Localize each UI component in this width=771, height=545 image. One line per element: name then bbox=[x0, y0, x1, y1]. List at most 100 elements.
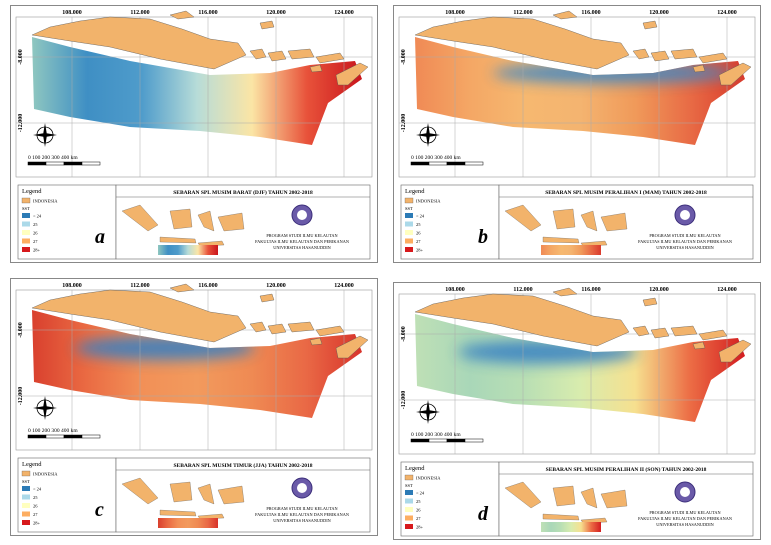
lon-tick-label: 108.000 bbox=[62, 10, 82, 16]
inset-land bbox=[197, 483, 215, 505]
sea-surface bbox=[32, 37, 362, 145]
lon-tick-label: 116.000 bbox=[581, 10, 600, 16]
legend-swatch bbox=[405, 507, 413, 512]
legend-label: 27 bbox=[33, 239, 38, 244]
legend-field: SST bbox=[22, 479, 30, 484]
lon-tick-label: 108.000 bbox=[62, 283, 82, 289]
scale-segment bbox=[464, 161, 484, 166]
landmass bbox=[670, 325, 698, 337]
map-title: SEBARAN SPL MUSIM BARAT (DJF) TAHUN 2002… bbox=[173, 189, 313, 196]
legend-swatch bbox=[22, 221, 30, 227]
inset-land bbox=[121, 204, 159, 232]
inset-land bbox=[600, 212, 628, 232]
landmass bbox=[267, 50, 287, 62]
landmass bbox=[632, 48, 650, 60]
scale-segment bbox=[81, 161, 101, 166]
legend-field: SST bbox=[405, 483, 413, 488]
legend-swatch bbox=[405, 515, 413, 521]
compass-rose bbox=[416, 400, 440, 424]
legend-swatch bbox=[21, 470, 31, 477]
legend-title: Legend bbox=[405, 465, 425, 472]
inset-land bbox=[169, 208, 193, 230]
legend-swatch bbox=[22, 503, 30, 508]
institution-line: PROGRAM STUDI ILMU KELAUTAN bbox=[266, 506, 337, 511]
inset-land bbox=[169, 481, 193, 503]
legend-label: INDONESIA bbox=[416, 199, 441, 204]
scale-segment bbox=[464, 438, 484, 443]
legend-swatch bbox=[22, 247, 30, 252]
legend-swatch bbox=[404, 197, 414, 204]
legend-label: 25 bbox=[416, 499, 421, 504]
legend-swatch bbox=[22, 230, 30, 235]
landmass bbox=[692, 341, 706, 350]
landmass bbox=[650, 327, 670, 339]
legend-title: Legend bbox=[22, 461, 42, 468]
legend-label: < 24 bbox=[416, 491, 425, 496]
logo-inner bbox=[680, 210, 690, 220]
landmass bbox=[259, 293, 275, 303]
map-panel: 108.000 112.000 116.000 120.000 124.000 -8.00… bbox=[393, 5, 761, 263]
lat-tick-label: -8.000 bbox=[401, 326, 407, 342]
legend-label: INDONESIA bbox=[416, 476, 441, 481]
legend-label: < 24 bbox=[416, 214, 425, 219]
legend-swatch bbox=[22, 486, 30, 491]
institution-line: UNIVERSITAS HASANUDDIN bbox=[656, 245, 714, 250]
legend-swatch bbox=[21, 197, 31, 204]
legend-swatch bbox=[22, 213, 30, 218]
landmass bbox=[315, 52, 345, 64]
institution-line: FAKULTAS ILMU KELAUTAN DAN PERIKANAN bbox=[638, 239, 732, 244]
lon-tick-label: 112.000 bbox=[130, 10, 149, 16]
legend-label: < 24 bbox=[33, 214, 42, 219]
map-panel: 108.000 112.000 116.000 120.000 124.000 -8.00… bbox=[10, 5, 378, 263]
legend-label: 27 bbox=[416, 239, 421, 244]
lon-tick-label: 108.000 bbox=[445, 287, 465, 293]
inset-land bbox=[552, 208, 576, 230]
inset-land bbox=[504, 481, 542, 509]
legend-swatch bbox=[405, 490, 413, 495]
inset-land bbox=[542, 236, 580, 244]
legend-title: Legend bbox=[405, 188, 425, 195]
lon-tick-label: 124.000 bbox=[717, 10, 737, 16]
legend-label: 27 bbox=[33, 512, 38, 517]
lat-tick-label: -8.000 bbox=[401, 49, 407, 65]
inset-land bbox=[580, 210, 598, 232]
landmass bbox=[552, 10, 578, 20]
legend-label: 28+ bbox=[416, 248, 424, 253]
institution-line: UNIVERSITAS HASANUDDIN bbox=[273, 518, 331, 523]
scale-segment bbox=[27, 434, 47, 439]
lon-tick-label: 120.000 bbox=[266, 10, 286, 16]
legend-swatch bbox=[405, 238, 413, 244]
inset-sea-field bbox=[541, 522, 601, 532]
inset-land bbox=[552, 485, 576, 507]
institution-line: FAKULTAS ILMU KELAUTAN DAN PERIKANAN bbox=[638, 516, 732, 521]
lon-tick-label: 124.000 bbox=[334, 283, 354, 289]
landmass bbox=[718, 62, 752, 86]
institution-line: PROGRAM STUDI ILMU KELAUTAN bbox=[649, 233, 720, 238]
landmass bbox=[249, 321, 267, 333]
legend-field: SST bbox=[405, 206, 413, 211]
legend-title: Legend bbox=[22, 188, 42, 195]
scale-label: 0 100 200 300 400 km bbox=[411, 432, 461, 438]
inset-sea-field bbox=[158, 245, 218, 255]
legend-field: SST bbox=[22, 206, 30, 211]
institution-line: PROGRAM STUDI ILMU KELAUTAN bbox=[266, 233, 337, 238]
landmass bbox=[287, 48, 315, 60]
inset-land bbox=[580, 487, 598, 509]
inset-land bbox=[504, 204, 542, 232]
legend-label: 28+ bbox=[416, 525, 424, 530]
compass-rose bbox=[33, 396, 57, 420]
lon-tick-label: 124.000 bbox=[717, 287, 737, 293]
lon-tick-label: 124.000 bbox=[334, 10, 354, 16]
lat-tick-label: -12.000 bbox=[401, 391, 407, 410]
legend-swatch bbox=[22, 511, 30, 517]
institution-line: UNIVERSITAS HASANUDDIN bbox=[273, 245, 331, 250]
map-title: SEBARAN SPL MUSIM PERALIHAN II (SON) TAH… bbox=[546, 466, 707, 473]
inset-land bbox=[159, 236, 197, 244]
landmass bbox=[31, 16, 247, 70]
logo-inner bbox=[297, 483, 307, 493]
legend-label: 25 bbox=[33, 495, 38, 500]
legend-box bbox=[400, 184, 500, 260]
scale-segment bbox=[428, 161, 448, 166]
landmass bbox=[698, 329, 728, 341]
